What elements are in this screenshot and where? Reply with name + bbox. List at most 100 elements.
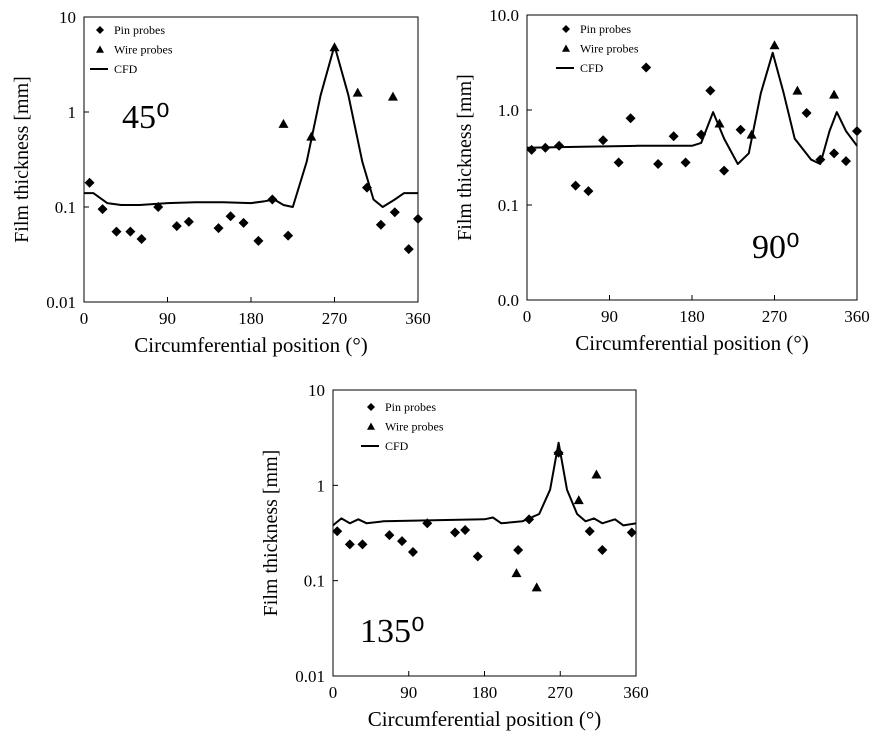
y-axis-label: Film thickness [mm] — [454, 74, 476, 241]
triangle-point — [829, 89, 840, 99]
diamond-point — [413, 213, 423, 224]
diamond-point — [384, 530, 395, 541]
diamond-point — [253, 235, 264, 246]
diamond-point — [680, 157, 691, 168]
diamond-point — [84, 177, 95, 188]
diamond-point — [613, 157, 624, 168]
diamond-point — [653, 159, 664, 170]
diamond-point — [389, 207, 400, 218]
legend-marker — [562, 25, 570, 33]
diamond-point — [403, 244, 414, 255]
diamond-point — [171, 221, 182, 232]
legend-label: CFD — [114, 62, 138, 76]
diamond-point — [668, 131, 679, 142]
y-tick-label: 0.1 — [498, 196, 519, 215]
y-tick-label: 10 — [59, 8, 76, 27]
x-tick-label: 270 — [762, 307, 788, 326]
diamond-point — [213, 223, 224, 234]
diamond-point — [626, 527, 637, 538]
x-tick-label: 90 — [400, 683, 417, 702]
legend-label: Pin probes — [580, 22, 631, 36]
diamond-point — [397, 536, 408, 547]
triangle-point — [387, 91, 398, 101]
legend-marker — [367, 422, 375, 430]
diamond-point — [719, 165, 730, 176]
y-tick-label: 1 — [68, 103, 77, 122]
plot-frame — [83, 16, 419, 303]
legend-label: CFD — [580, 61, 604, 75]
diamond-point — [801, 107, 812, 118]
x-tick-label: 0 — [80, 309, 89, 328]
annotation: 90⁰ — [752, 229, 800, 266]
diamond-point — [852, 126, 862, 137]
diamond-point — [344, 539, 355, 550]
diamond-point — [357, 539, 368, 550]
diamond-point — [375, 219, 386, 230]
y-tick-label: 0.01 — [295, 667, 325, 686]
diamond-point — [450, 527, 461, 538]
diamond-point — [111, 226, 122, 237]
diamond-point — [597, 544, 608, 555]
legend-label: Wire probes — [580, 42, 639, 56]
y-tick-label: 0.1 — [304, 572, 325, 591]
x-tick-label: 270 — [548, 683, 574, 702]
diamond-point — [183, 216, 194, 227]
y-tick-label: 1.0 — [498, 101, 519, 120]
y-tick-label: 0.01 — [46, 293, 76, 312]
diamond-point — [841, 156, 851, 167]
diamond-point — [705, 85, 716, 96]
triangle-point — [591, 469, 602, 479]
x-tick-label: 180 — [472, 683, 498, 702]
diamond-point — [407, 546, 418, 557]
x-tick-label: 270 — [322, 309, 348, 328]
diamond-point — [584, 526, 595, 537]
diamond-point — [735, 124, 746, 135]
x-tick-label: 90 — [601, 307, 618, 326]
y-tick-label: 10.0 — [489, 6, 519, 25]
x-tick-label: 360 — [623, 683, 649, 702]
y-axis-label: Film thickness [mm] — [260, 450, 282, 617]
x-tick-label: 180 — [238, 309, 264, 328]
y-tick-label: 1 — [317, 476, 326, 495]
legend-label: CFD — [385, 439, 409, 453]
diamond-point — [97, 204, 108, 215]
y-tick-label: 0.1 — [55, 198, 76, 217]
diamond-point — [238, 217, 249, 228]
cfd-line — [332, 441, 637, 527]
plot-frame — [526, 14, 858, 301]
x-tick-label: 180 — [679, 307, 705, 326]
x-tick-label: 0 — [523, 307, 532, 326]
legend-marker — [562, 44, 570, 52]
diamond-point — [332, 526, 343, 537]
diamond-point — [583, 186, 594, 197]
x-axis-label: Circumferential position (°) — [134, 333, 368, 357]
diamond-point — [570, 180, 581, 191]
x-tick-label: 360 — [405, 309, 431, 328]
legend-marker — [96, 45, 104, 53]
diamond-point — [641, 62, 652, 73]
legend-label: Wire probes — [385, 420, 444, 434]
x-tick-label: 90 — [159, 309, 176, 328]
y-tick-label: 0.0 — [498, 291, 519, 310]
triangle-point — [714, 118, 725, 128]
triangle-point — [278, 118, 289, 128]
legend-marker — [367, 403, 375, 411]
triangle-point — [746, 129, 757, 139]
triangle-point — [352, 87, 363, 97]
diamond-point — [472, 551, 483, 562]
diamond-point — [829, 148, 840, 159]
triangle-point — [511, 568, 522, 578]
legend-label: Pin probes — [385, 400, 436, 414]
legend-label: Wire probes — [114, 43, 173, 57]
y-axis-label: Film thickness [mm] — [11, 76, 33, 243]
diamond-point — [283, 230, 294, 241]
triangle-point — [792, 85, 803, 95]
diamond-point — [136, 234, 147, 245]
cfd-line — [84, 44, 418, 208]
annotation: 135⁰ — [360, 613, 425, 650]
diamond-point — [125, 226, 136, 237]
x-axis-label: Circumferential position (°) — [575, 331, 809, 355]
triangle-point — [573, 495, 584, 505]
x-tick-label: 360 — [844, 307, 870, 326]
y-tick-label: 10 — [308, 381, 325, 400]
